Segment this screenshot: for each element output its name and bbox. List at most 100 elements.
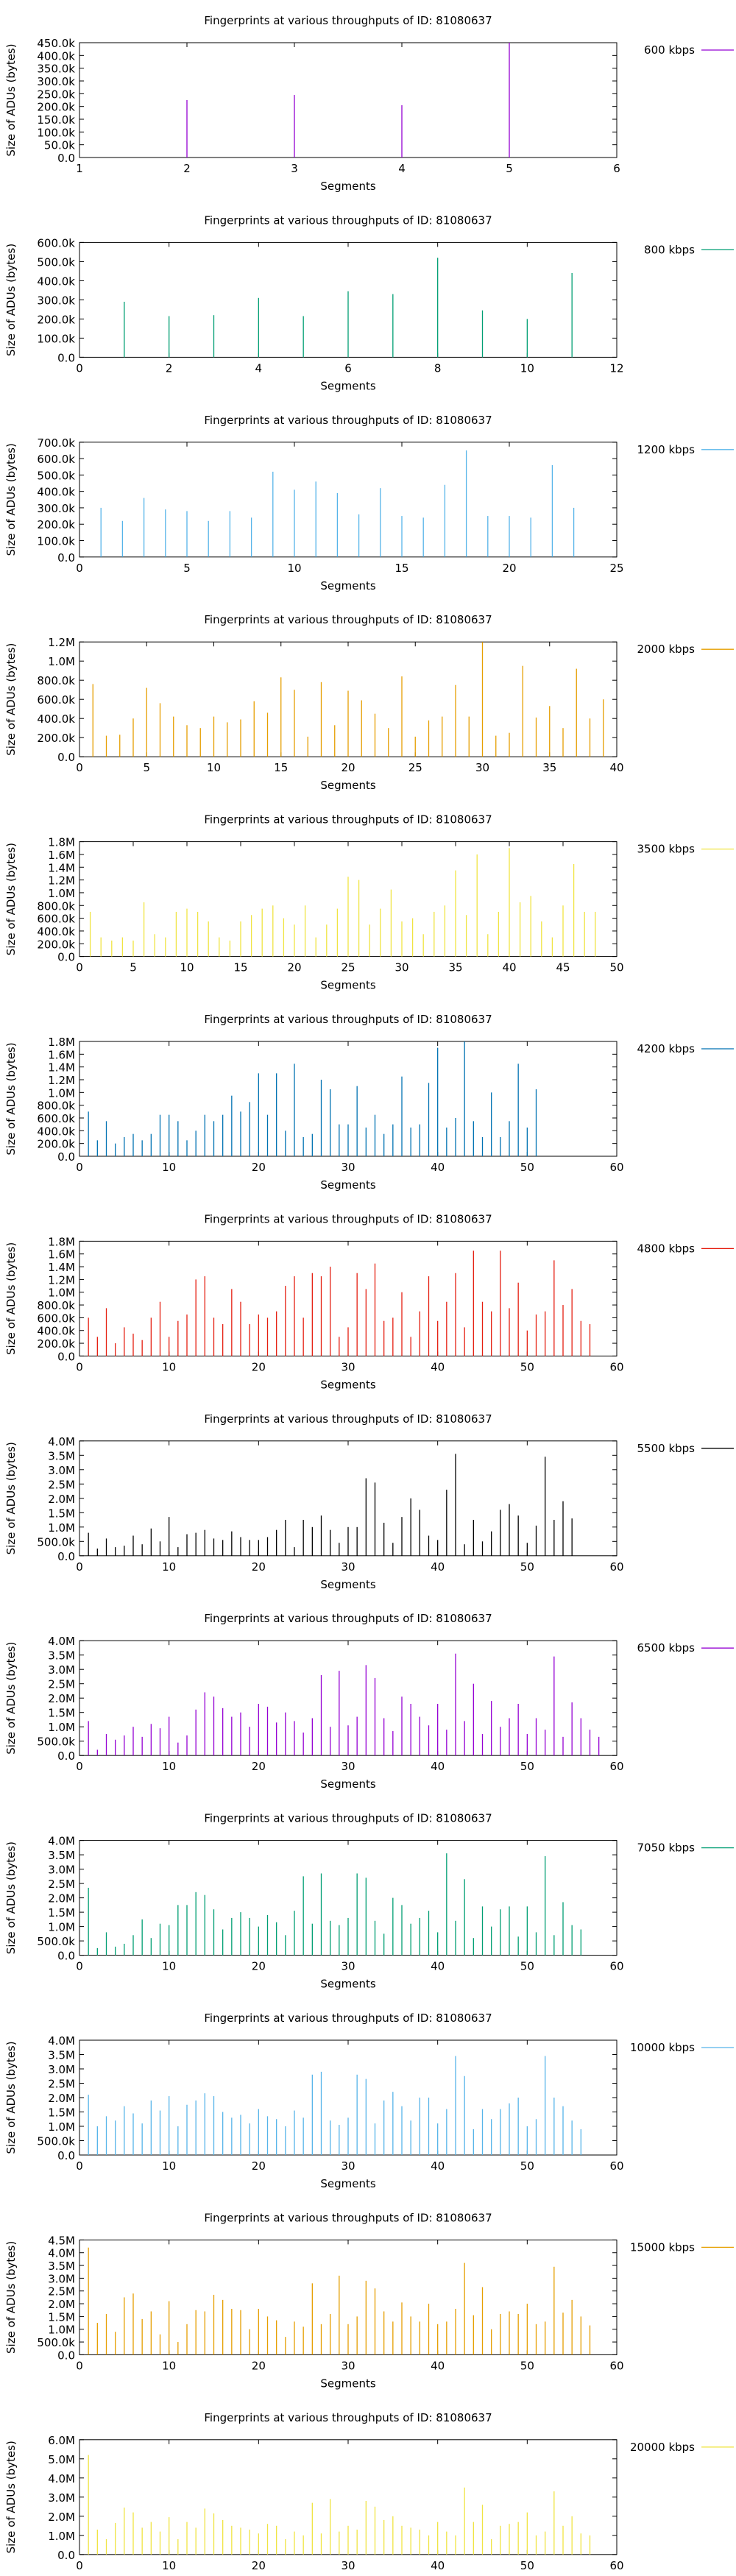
x-tick-label: 20 (252, 1560, 266, 1574)
y-tick-label: 400.0k (37, 49, 75, 63)
chart-title: Fingerprints at various throughputs of I… (204, 813, 492, 827)
x-tick-label: 40 (431, 1360, 445, 1373)
y-tick-label: 200.0k (37, 732, 75, 745)
y-axis-label: Size of ADUs (bytes) (4, 1442, 18, 1554)
y-tick-label: 3.5M (48, 1849, 75, 1862)
y-tick-label: 2.0M (48, 2510, 75, 2524)
y-tick-label: 1.0M (48, 2530, 75, 2543)
x-tick-label: 0 (76, 1161, 83, 1174)
y-tick-label: 200.0k (37, 1337, 75, 1351)
x-tick-label: 5 (183, 562, 191, 575)
x-tick-label: 60 (609, 1560, 623, 1574)
legend-label: 6500 kbps (637, 1641, 696, 1655)
x-tick-label: 50 (520, 2159, 534, 2173)
x-tick-label: 10 (287, 562, 301, 575)
y-tick-label: 0.0 (57, 2349, 75, 2362)
chart-title: Fingerprints at various throughputs of I… (204, 613, 492, 626)
y-tick-label: 1.0M (48, 2120, 75, 2134)
x-tick-label: 15 (394, 562, 408, 575)
x-tick-label: 0 (76, 961, 83, 974)
y-tick-label: 1.0M (48, 1721, 75, 1734)
chart-panel: Fingerprints at various throughputs of I… (4, 1212, 734, 1391)
y-tick-label: 4.0M (48, 1435, 75, 1448)
chart-title: Fingerprints at various throughputs of I… (204, 414, 492, 427)
x-tick-label: 60 (609, 1960, 623, 1973)
y-tick-label: 3.0M (48, 1864, 75, 1877)
chart-title: Fingerprints at various throughputs of I… (204, 2411, 492, 2424)
x-tick-label: 50 (520, 1960, 534, 1973)
x-tick-label: 25 (341, 961, 355, 974)
y-tick-label: 2.0M (48, 1892, 75, 1906)
x-tick-label: 10 (180, 961, 194, 974)
y-tick-label: 800.0k (37, 899, 75, 913)
y-tick-label: 3.5M (48, 2049, 75, 2062)
y-axis-label: Size of ADUs (bytes) (4, 2441, 18, 2553)
chart-panel: Fingerprints at various throughputs of I… (4, 1013, 734, 1192)
y-tick-label: 300.0k (37, 502, 75, 515)
y-tick-label: 2.0M (48, 2092, 75, 2105)
y-tick-label: 1.4M (48, 1061, 75, 1075)
x-axis-label: Segments (320, 379, 376, 392)
x-tick-label: 25 (609, 562, 623, 575)
x-tick-label: 60 (609, 1161, 623, 1174)
x-tick-label: 30 (341, 1760, 355, 1773)
x-tick-label: 40 (431, 2559, 445, 2572)
y-axis-label: Size of ADUs (bytes) (4, 43, 18, 156)
y-tick-label: 400.0k (37, 1125, 75, 1138)
x-tick-label: 20 (252, 2559, 266, 2572)
x-tick-label: 50 (520, 1161, 534, 1174)
y-tick-label: 4.0M (48, 2247, 75, 2260)
y-tick-label: 1.0M (48, 655, 75, 668)
y-tick-label: 0.0 (57, 1550, 75, 1563)
y-tick-label: 500.0k (37, 1735, 75, 1749)
y-tick-label: 1.0M (48, 1287, 75, 1300)
legend-label: 800 kbps (644, 243, 695, 256)
y-tick-label: 500.0k (37, 469, 75, 482)
y-tick-label: 1.2M (48, 874, 75, 888)
y-tick-label: 2.5M (48, 2078, 75, 2091)
y-tick-label: 800.0k (37, 1100, 75, 1113)
y-tick-label: 3.5M (48, 2260, 75, 2273)
x-tick-label: 10 (162, 1760, 176, 1773)
legend-label: 20000 kbps (630, 2441, 695, 2454)
x-tick-label: 50 (520, 1760, 534, 1773)
chart-panel: Fingerprints at various throughputs of I… (4, 14, 734, 193)
chart-title: Fingerprints at various throughputs of I… (204, 2011, 492, 2025)
x-tick-label: 5 (143, 761, 150, 774)
y-tick-label: 1.0M (48, 887, 75, 900)
y-axis-label: Size of ADUs (bytes) (4, 2041, 18, 2154)
x-tick-label: 5 (506, 162, 513, 175)
x-tick-label: 2 (166, 361, 173, 375)
chart-title: Fingerprints at various throughputs of I… (204, 213, 492, 227)
y-tick-label: 3.0M (48, 1663, 75, 1677)
x-tick-label: 45 (556, 961, 570, 974)
legend-label: 2000 kbps (637, 643, 696, 656)
x-tick-label: 10 (162, 2159, 176, 2173)
y-tick-label: 200.0k (37, 313, 75, 326)
y-tick-label: 1.4M (48, 861, 75, 874)
chart-title: Fingerprints at various throughputs of I… (204, 1612, 492, 1625)
x-tick-label: 20 (252, 2359, 266, 2372)
y-tick-label: 600.0k (37, 693, 75, 707)
y-tick-label: 4.5M (48, 2234, 75, 2247)
y-tick-label: 1.5M (48, 1707, 75, 1720)
x-axis-label: Segments (320, 2177, 376, 2190)
x-tick-label: 10 (162, 1560, 176, 1574)
y-tick-label: 0.0 (57, 351, 75, 364)
x-tick-label: 20 (252, 2159, 266, 2173)
x-tick-label: 0 (76, 1960, 83, 1973)
y-tick-label: 1.0M (48, 1086, 75, 1100)
x-tick-label: 40 (431, 2359, 445, 2372)
x-tick-label: 0 (76, 2159, 83, 2173)
y-tick-label: 50.0k (44, 139, 75, 152)
x-tick-label: 0 (76, 1360, 83, 1373)
x-tick-label: 30 (341, 2359, 355, 2372)
chart-panel: Fingerprints at various throughputs of I… (4, 1612, 734, 1791)
y-tick-label: 6.0M (48, 2434, 75, 2447)
x-tick-label: 0 (76, 562, 83, 575)
y-tick-label: 500.0k (37, 1935, 75, 1948)
chart-panel: Fingerprints at various throughputs of I… (4, 813, 734, 992)
y-tick-label: 500.0k (37, 1535, 75, 1549)
x-tick-label: 20 (252, 1760, 266, 1773)
x-tick-label: 40 (431, 2159, 445, 2173)
